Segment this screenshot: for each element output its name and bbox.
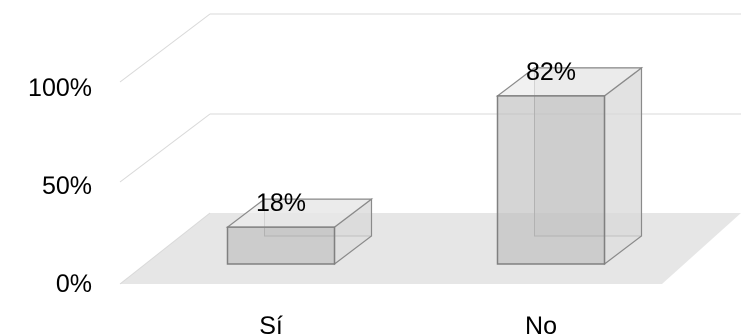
gridline-depth [119, 13, 211, 83]
gridline-depth [119, 113, 211, 183]
gridline-depth [119, 212, 211, 285]
y-tick-label: 0% [56, 270, 92, 298]
bar-front-face [496, 95, 606, 265]
category-label: No [525, 312, 557, 336]
labels: 0% 50% 100% 18% Sí 82% No [28, 58, 576, 336]
chart-floor-layer [120, 213, 741, 284]
gridlines [119, 13, 741, 285]
category-label: Sí [259, 312, 283, 336]
y-tick-label: 100% [28, 74, 92, 102]
data-label: 82% [526, 58, 576, 86]
y-tick-label: 50% [42, 172, 92, 200]
bars [225, 66, 644, 266]
bar [495, 66, 644, 266]
data-label: 18% [256, 189, 306, 217]
chart-floor [120, 213, 741, 284]
bar [225, 197, 374, 266]
bar-side-face [603, 66, 643, 266]
bar-front-face [226, 226, 336, 265]
